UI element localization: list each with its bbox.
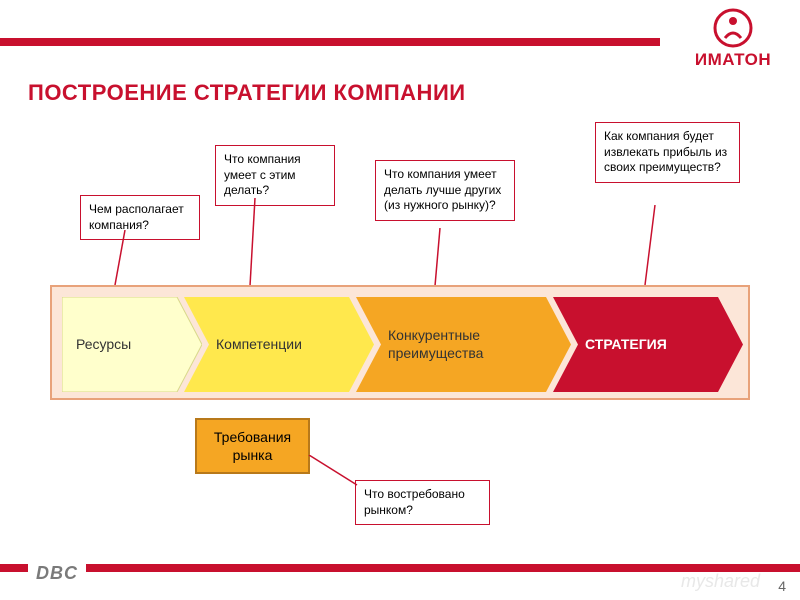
callout-market: Что востребовано рынком? bbox=[355, 480, 490, 525]
logo-text: ИМАТОН bbox=[678, 50, 788, 70]
watermark: myshared bbox=[681, 571, 760, 592]
step-resources: Ресурсы bbox=[62, 297, 202, 392]
callout-connector bbox=[430, 228, 460, 290]
callout-advantage: Что компания умеет делать лучше других (… bbox=[375, 160, 515, 221]
step-strategy: СТРАТЕГИЯ bbox=[553, 297, 743, 392]
step-label: Конкурентные преимущества bbox=[370, 327, 571, 362]
requirements-box: Требования рынка bbox=[195, 418, 310, 474]
top-bar bbox=[0, 38, 660, 46]
step-label: Компетенции bbox=[198, 336, 302, 354]
step-competence: Компетенции bbox=[184, 297, 374, 392]
page-title: ПОСТРОЕНИЕ СТРАТЕГИИ КОМПАНИИ bbox=[28, 80, 466, 106]
callout-strategy: Как компания будет извлекать прибыль из … bbox=[595, 122, 740, 183]
callout-connector bbox=[640, 205, 670, 290]
footer-logo: DBC bbox=[28, 559, 86, 588]
callout-resources: Чем располагает компания? bbox=[80, 195, 200, 240]
callout-connector bbox=[245, 198, 275, 290]
company-logo: ИМАТОН bbox=[678, 8, 788, 70]
page-number: 4 bbox=[778, 578, 786, 594]
step-label: Ресурсы bbox=[76, 336, 131, 354]
step-label: СТРАТЕГИЯ bbox=[567, 336, 667, 354]
flow-container: Ресурсы Компетенции Конкурентные преимущ… bbox=[50, 285, 750, 400]
step-advantage: Конкурентные преимущества bbox=[356, 297, 571, 392]
callout-competence: Что компания умеет с этим делать? bbox=[215, 145, 335, 206]
logo-icon bbox=[713, 8, 753, 48]
